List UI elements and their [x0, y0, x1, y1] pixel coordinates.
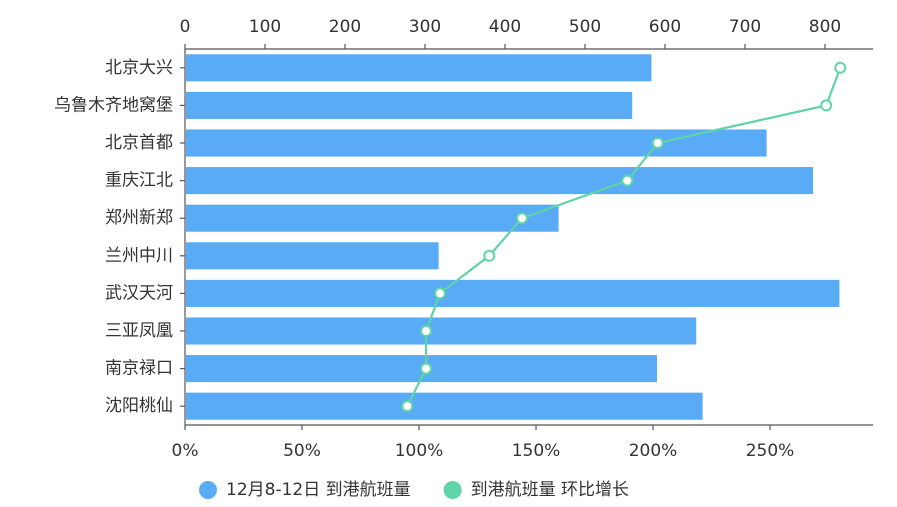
- line-point: [401, 400, 414, 413]
- y-tick-label: 重庆江北: [105, 171, 173, 191]
- x-tick-label: 200: [329, 17, 361, 37]
- x-tick-label: 0: [180, 17, 191, 37]
- bar: [186, 91, 633, 119]
- bar: [186, 167, 813, 195]
- line-point: [834, 61, 847, 74]
- y-tick-label: 北京大兴: [105, 58, 173, 78]
- y-tick-label: 三亚凤凰: [105, 321, 173, 341]
- line-point: [621, 174, 634, 187]
- line-point: [820, 99, 833, 112]
- line: [406, 67, 842, 407]
- line-point: [434, 287, 447, 300]
- x-tick-label: 300: [409, 17, 441, 37]
- bar: [186, 242, 439, 270]
- y-tick-label: 郑州新郑: [105, 208, 173, 228]
- bar: [186, 317, 697, 345]
- y-tick-label: 兰州中川: [105, 246, 173, 266]
- x2-tick-label: 200%: [629, 441, 678, 461]
- line-point: [651, 137, 664, 149]
- y-tick-label: 沈阳桃仙: [105, 396, 173, 416]
- x2-tick-label: 150%: [512, 441, 561, 461]
- x2-tick-label: 50%: [283, 441, 321, 461]
- legend-label: 12月8-12日 到港航班量: [226, 480, 411, 500]
- legend-marker: [443, 481, 462, 499]
- line-point: [420, 362, 433, 375]
- x-tick-label: 800: [809, 17, 841, 37]
- x-tick-label: 500: [569, 17, 601, 37]
- x-tick-label: 700: [729, 17, 761, 37]
- line-point: [420, 325, 433, 337]
- bar: [186, 392, 703, 420]
- x-tick-label: 600: [649, 17, 681, 37]
- y-tick-label: 武汉天河: [105, 283, 173, 303]
- y-tick-label: 南京禄口: [105, 359, 173, 379]
- x2-tick-label: 100%: [395, 441, 444, 461]
- x-tick-label: 400: [489, 17, 521, 37]
- x2-tick-label: 250%: [746, 441, 795, 461]
- bar: [186, 129, 767, 157]
- x2-tick-label: 0%: [172, 441, 199, 461]
- bar: [186, 279, 840, 307]
- legend-label: 到港航班量 环比增长: [471, 480, 629, 500]
- line-point: [515, 212, 528, 225]
- bar: [186, 204, 559, 232]
- y-tick-label: 乌鲁木齐地窝堡: [54, 95, 173, 115]
- line-point: [483, 249, 496, 262]
- x-tick-label: 100: [249, 17, 281, 37]
- legend-marker: [199, 481, 217, 499]
- y-tick-label: 北京首都: [105, 133, 173, 153]
- bar: [186, 54, 652, 82]
